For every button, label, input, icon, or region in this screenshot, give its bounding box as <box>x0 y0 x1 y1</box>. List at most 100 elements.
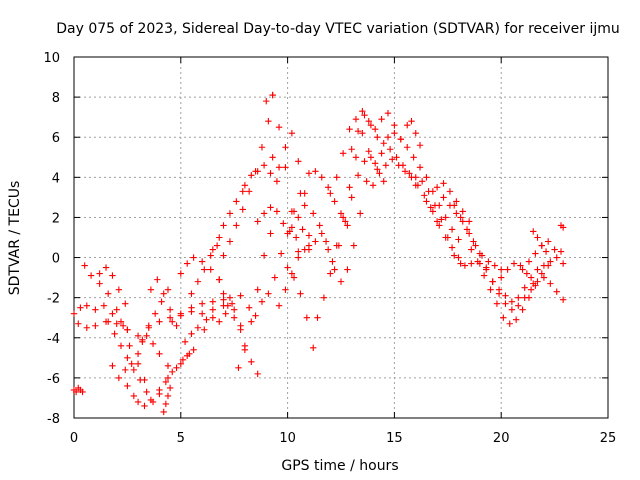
data-point <box>389 156 396 163</box>
data-point <box>209 306 217 313</box>
data-point <box>265 290 272 297</box>
data-point <box>164 286 172 293</box>
data-point <box>438 216 445 223</box>
data-point <box>337 278 345 285</box>
data-point <box>115 374 123 382</box>
data-point <box>72 388 80 396</box>
data-point <box>151 310 159 317</box>
data-point <box>113 306 120 313</box>
data-point <box>363 178 370 185</box>
data-point <box>448 226 456 233</box>
data-point <box>241 182 249 189</box>
data-point <box>369 182 377 189</box>
data-point <box>275 164 283 171</box>
data-point <box>553 288 560 295</box>
data-point <box>493 300 501 307</box>
data-point <box>431 202 439 209</box>
data-point <box>258 144 266 151</box>
data-point <box>378 150 385 157</box>
x-tick-label: 20 <box>493 431 510 446</box>
data-point <box>322 238 330 245</box>
data-point <box>391 121 398 129</box>
data-point <box>361 158 368 165</box>
data-point <box>489 278 496 285</box>
data-point <box>149 340 157 347</box>
data-point <box>519 266 526 273</box>
data-point <box>164 374 172 382</box>
data-point <box>295 214 302 221</box>
data-point <box>188 330 195 337</box>
data-point <box>457 260 464 267</box>
data-point <box>525 258 533 265</box>
data-point <box>245 304 253 311</box>
y-axis-label: SDTVAR / TECUs <box>7 181 23 296</box>
data-point <box>333 174 340 181</box>
data-point <box>162 378 170 386</box>
x-tick-label: 10 <box>279 431 296 446</box>
data-point <box>124 326 131 333</box>
data-point <box>540 262 548 269</box>
data-point <box>220 222 227 229</box>
data-point <box>201 326 208 333</box>
data-point <box>267 230 274 237</box>
data-point <box>376 170 383 177</box>
data-point <box>459 218 466 225</box>
data-point <box>113 320 120 327</box>
data-point <box>380 178 387 185</box>
data-point <box>288 224 296 231</box>
data-point <box>476 250 484 257</box>
data-point <box>408 174 415 181</box>
data-point <box>500 314 507 321</box>
data-point <box>515 302 522 309</box>
data-point <box>354 128 362 135</box>
data-point <box>410 154 417 161</box>
data-point <box>173 322 180 329</box>
y-tick-label: 8 <box>52 91 60 106</box>
data-point <box>547 280 554 287</box>
data-point <box>164 362 172 370</box>
data-point <box>156 386 163 394</box>
data-point <box>547 258 554 265</box>
data-point <box>305 232 313 239</box>
data-point <box>181 338 189 345</box>
data-point <box>124 382 131 390</box>
data-point <box>348 194 355 201</box>
data-point <box>147 286 155 293</box>
data-point <box>498 274 505 281</box>
data-point <box>273 178 281 185</box>
y-tick-label: -4 <box>47 332 60 347</box>
data-point <box>559 296 567 303</box>
data-point <box>186 350 193 358</box>
data-point <box>209 298 217 305</box>
x-axis-label: GPS time / hours <box>281 458 398 474</box>
data-point <box>130 366 138 374</box>
data-point <box>295 158 302 165</box>
data-point <box>134 350 142 358</box>
data-point <box>408 117 415 125</box>
data-point <box>104 290 112 297</box>
data-point <box>145 324 152 331</box>
data-point <box>498 266 505 273</box>
data-point <box>109 272 116 279</box>
data-point <box>508 298 516 305</box>
data-point <box>365 148 372 155</box>
data-point <box>288 130 296 137</box>
data-point <box>301 190 308 197</box>
data-point <box>295 254 302 261</box>
data-point <box>386 146 394 153</box>
data-point <box>331 266 338 273</box>
data-point <box>433 218 441 225</box>
data-point <box>100 302 108 309</box>
data-point <box>404 144 411 151</box>
data-point <box>188 304 195 311</box>
data-point <box>282 286 289 293</box>
data-point <box>77 304 84 311</box>
data-point <box>342 218 349 225</box>
data-point <box>365 117 372 125</box>
data-point <box>502 300 509 307</box>
data-point <box>393 154 400 161</box>
data-point <box>406 170 413 177</box>
data-point <box>502 292 509 299</box>
data-point <box>226 238 234 245</box>
data-point <box>310 210 317 217</box>
